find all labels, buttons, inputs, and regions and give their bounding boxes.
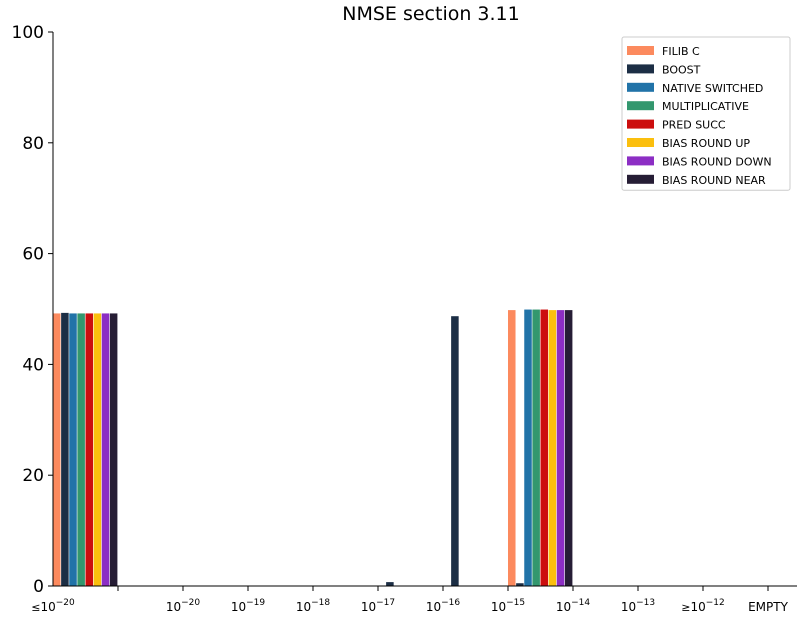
bar: [556, 310, 565, 586]
legend-label: BIAS ROUND NEAR: [662, 174, 766, 187]
bar: [564, 310, 573, 586]
y-tick-label: 100: [12, 23, 44, 43]
legend-label: BIAS ROUND UP: [662, 137, 750, 150]
y-tick-label: 0: [33, 577, 44, 597]
bars-group: [53, 309, 573, 586]
y-tick-label: 20: [22, 466, 44, 486]
x-tick-label: 10−16: [426, 598, 461, 614]
axes-group: 0 20 40 60 80 100 ≤10−20 10−20 10−19 10−18 10−17 10…: [12, 23, 797, 614]
legend-box: [621, 36, 791, 191]
bar: [93, 313, 102, 586]
legend-label: MULTIPLICATIVE: [662, 100, 749, 113]
bar: [53, 313, 61, 586]
y-tick-label: 60: [22, 245, 44, 265]
x-tick-label: 10−18: [296, 598, 331, 614]
legend-swatch: [627, 64, 654, 74]
bar: [77, 313, 85, 586]
legend-swatch: [627, 156, 654, 166]
legend: FILIB C BOOST NATIVE SWITCHED MULTIPLICATIV…: [621, 36, 791, 191]
bar: [524, 309, 532, 586]
legend-swatch: [627, 46, 654, 55]
bar: [109, 313, 118, 586]
y-tick-label: 80: [22, 134, 44, 154]
bar: [508, 310, 516, 586]
bar: [69, 313, 77, 586]
bar: [540, 309, 549, 586]
x-tick-label: EMPTY: [748, 600, 789, 614]
legend-label: PRED SUCC: [662, 119, 726, 132]
x-tick-label: 10−13: [621, 598, 655, 614]
y-tick-label: 40: [22, 355, 44, 375]
chart-title: NMSE section 3.11: [342, 3, 520, 25]
legend-swatch: [627, 138, 654, 147]
bar: [451, 316, 459, 586]
bar: [85, 313, 94, 586]
x-tick-label: 10−15: [491, 598, 525, 614]
bar: [532, 309, 540, 586]
legend-swatch: [627, 174, 654, 184]
bar: [101, 313, 110, 586]
legend-label: NATIVE SWITCHED: [662, 82, 763, 95]
legend-swatch: [627, 82, 654, 92]
bar: [516, 583, 524, 586]
legend-label: BIAS ROUND DOWN: [662, 155, 772, 168]
bar: [386, 582, 394, 586]
x-tick-label: 10−14: [556, 598, 591, 614]
legend-label: BOOST: [662, 63, 701, 76]
x-tick-label: 10−19: [231, 598, 266, 614]
legend-swatch: [627, 119, 654, 129]
legend-label: FILIB C: [662, 45, 700, 58]
x-tick-label: ≤10−20: [31, 598, 75, 614]
x-tick-label: ≥10−12: [681, 598, 725, 614]
legend-swatch: [627, 101, 654, 111]
bar: [61, 312, 69, 586]
bar: [548, 310, 557, 586]
x-tick-label: 10−20: [166, 598, 201, 614]
x-tick-label: 10−17: [361, 598, 395, 614]
